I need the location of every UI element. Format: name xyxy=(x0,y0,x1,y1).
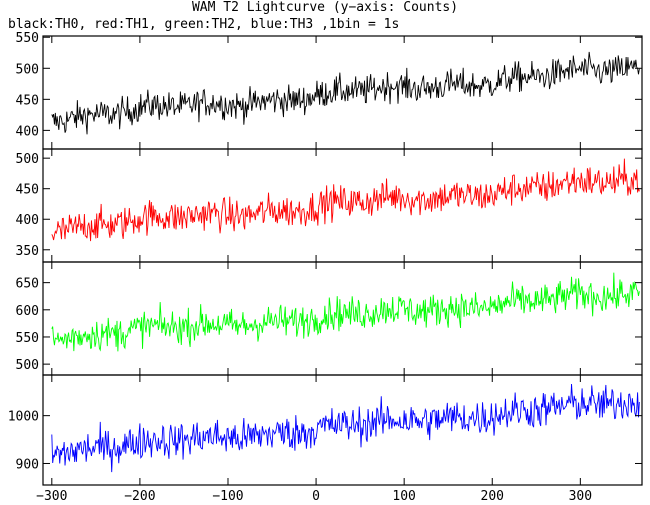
chart-title: WAM T2 Lightcurve (y−axis: Counts) xyxy=(191,0,459,15)
x-tick-label: 100 xyxy=(392,489,415,504)
chart-subtitle: black:TH0, red:TH1, green:TH2, blue:TH3 … xyxy=(8,17,400,32)
series-line-th3 xyxy=(51,383,640,473)
y-tick-label: 400 xyxy=(16,124,39,139)
y-tick-label: 500 xyxy=(16,152,39,167)
x-tick-label: −300 xyxy=(36,489,67,504)
x-tick-label: 0 xyxy=(312,489,320,504)
y-tick-label: 550 xyxy=(16,31,39,46)
y-tick-label: 350 xyxy=(16,244,39,259)
x-tick-label: −100 xyxy=(212,489,243,504)
panel-frame-3 xyxy=(42,261,643,376)
y-tick-label: 650 xyxy=(16,277,39,292)
panel-frame-4 xyxy=(42,374,643,486)
panel-frame-1 xyxy=(42,35,643,150)
y-tick-label: 600 xyxy=(16,304,39,319)
y-tick-label: 450 xyxy=(16,93,39,108)
series-line-th1 xyxy=(51,158,640,242)
y-tick-label: 900 xyxy=(16,457,39,472)
y-tick-label: 1000 xyxy=(8,410,39,425)
y-tick-label: 450 xyxy=(16,183,39,198)
series-line-th0 xyxy=(51,51,640,135)
x-tick-label: −200 xyxy=(124,489,155,504)
x-tick-label: 200 xyxy=(481,489,504,504)
y-tick-label: 400 xyxy=(16,213,39,228)
y-tick-label: 500 xyxy=(16,358,39,373)
series-line-th2 xyxy=(51,272,640,352)
y-tick-label: 500 xyxy=(16,62,39,77)
y-tick-label: 550 xyxy=(16,331,39,346)
x-tick-label: 300 xyxy=(569,489,592,504)
